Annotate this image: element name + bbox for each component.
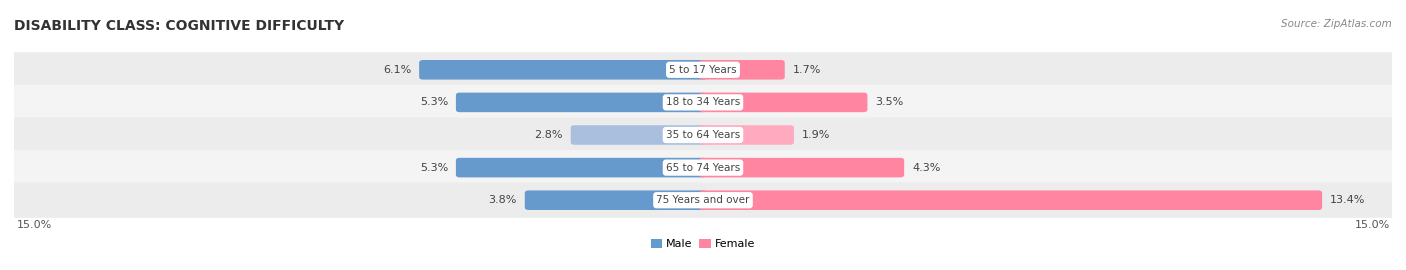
Text: 13.4%: 13.4% <box>1330 195 1365 205</box>
Text: 4.3%: 4.3% <box>912 163 941 173</box>
Text: Source: ZipAtlas.com: Source: ZipAtlas.com <box>1281 19 1392 29</box>
Text: DISABILITY CLASS: COGNITIVE DIFFICULTY: DISABILITY CLASS: COGNITIVE DIFFICULTY <box>14 19 344 33</box>
Legend: Male, Female: Male, Female <box>647 235 759 254</box>
Text: 6.1%: 6.1% <box>382 65 412 75</box>
FancyBboxPatch shape <box>456 158 707 177</box>
Text: 15.0%: 15.0% <box>17 220 52 230</box>
FancyBboxPatch shape <box>571 125 707 145</box>
Text: 15.0%: 15.0% <box>1354 220 1389 230</box>
FancyBboxPatch shape <box>7 52 1399 87</box>
Text: 2.8%: 2.8% <box>534 130 562 140</box>
Text: 3.8%: 3.8% <box>489 195 517 205</box>
FancyBboxPatch shape <box>419 60 707 80</box>
Text: 5.3%: 5.3% <box>420 163 449 173</box>
Text: 5 to 17 Years: 5 to 17 Years <box>669 65 737 75</box>
FancyBboxPatch shape <box>7 183 1399 218</box>
FancyBboxPatch shape <box>7 117 1399 153</box>
Text: 1.7%: 1.7% <box>793 65 821 75</box>
Text: 1.9%: 1.9% <box>801 130 830 140</box>
Text: 3.5%: 3.5% <box>875 97 904 107</box>
FancyBboxPatch shape <box>699 190 1322 210</box>
Text: 75 Years and over: 75 Years and over <box>657 195 749 205</box>
FancyBboxPatch shape <box>7 85 1399 120</box>
Text: 5.3%: 5.3% <box>420 97 449 107</box>
FancyBboxPatch shape <box>699 125 794 145</box>
FancyBboxPatch shape <box>7 150 1399 185</box>
FancyBboxPatch shape <box>699 60 785 80</box>
FancyBboxPatch shape <box>699 93 868 112</box>
FancyBboxPatch shape <box>699 158 904 177</box>
FancyBboxPatch shape <box>456 93 707 112</box>
FancyBboxPatch shape <box>524 190 707 210</box>
Text: 35 to 64 Years: 35 to 64 Years <box>666 130 740 140</box>
Text: 18 to 34 Years: 18 to 34 Years <box>666 97 740 107</box>
Text: 65 to 74 Years: 65 to 74 Years <box>666 163 740 173</box>
